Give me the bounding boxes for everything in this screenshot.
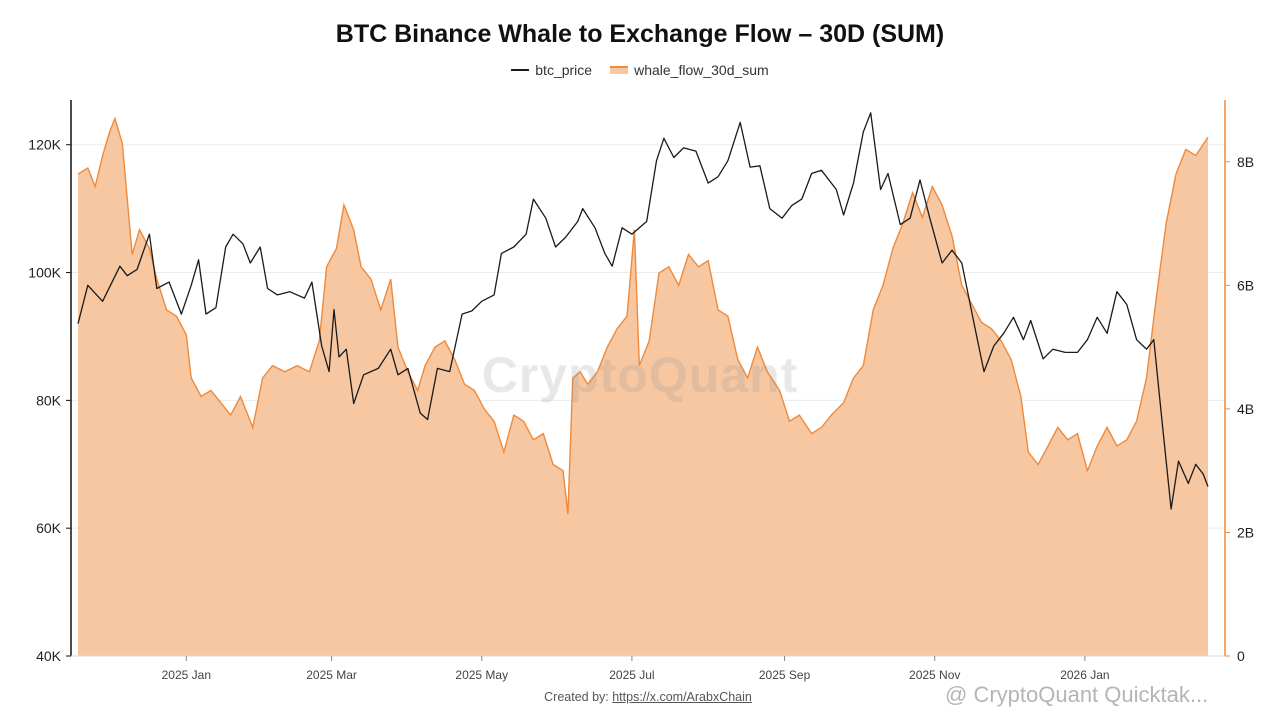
- y-left-tick-label: 40K: [36, 648, 62, 664]
- legend-swatch-line: [511, 69, 530, 71]
- legend-swatch-area: [610, 66, 629, 74]
- y-left-tick-label: 80K: [36, 392, 62, 408]
- chart-title: BTC Binance Whale to Exchange Flow – 30D…: [335, 20, 945, 48]
- y-right-tick-label: 6B: [1237, 277, 1254, 293]
- btc-price-line-layer: [77, 112, 1209, 510]
- legend-label-whale-flow: whale_flow_30d_sum: [634, 62, 769, 78]
- legend-label-btc-price: btc_price: [535, 62, 593, 78]
- legend-item-btc-price[interactable]: btc_price: [511, 62, 592, 78]
- legend: btc_price whale_flow_30d_sum: [0, 62, 1280, 78]
- x-tick-label: 2025 Sep: [759, 668, 811, 682]
- y-right-tick-label: 8B: [1237, 154, 1254, 170]
- credit-link[interactable]: https://x.com/ArabxChain: [612, 690, 752, 704]
- x-tick-label: 2025 Jan: [162, 668, 211, 682]
- watermark: CryptoQuant: [481, 347, 799, 403]
- y-left-tick-label: 120K: [28, 137, 61, 153]
- credit-prefix: Created by:: [544, 690, 613, 704]
- x-tick-label: 2025 Jul: [609, 668, 654, 682]
- btc-price-line: [77, 112, 1209, 510]
- x-tick-label: 2025 May: [455, 668, 508, 682]
- legend-item-whale-flow[interactable]: whale_flow_30d_sum: [610, 62, 769, 78]
- y-left-tick-label: 100K: [28, 265, 61, 281]
- brand-watermark: @ CryptoQuant Quicktak...: [945, 682, 1209, 707]
- whale-flow-area-fill: [78, 118, 1208, 656]
- x-tick-label: 2026 Jan: [1060, 668, 1109, 682]
- y-right-tick-label: 2B: [1237, 524, 1254, 540]
- y-right-tick-label: 4B: [1237, 401, 1254, 417]
- credit-line: Created by: https://x.com/ArabxChain: [0, 690, 1280, 704]
- axes: 40K 60K 80K 100K 120K 0 2B 4B 6B 8B 2025 Jan 2025 M…: [28, 100, 1254, 682]
- x-tick-label: 2025 Nov: [909, 668, 960, 682]
- y-right-tick-label: 0: [1237, 648, 1245, 664]
- whale-flow-line: [77, 116, 1209, 514]
- whale-flow-area-layer: [77, 116, 1209, 656]
- x-tick-label: 2025 Mar: [306, 668, 357, 682]
- y-left-tick-label: 60K: [36, 520, 62, 536]
